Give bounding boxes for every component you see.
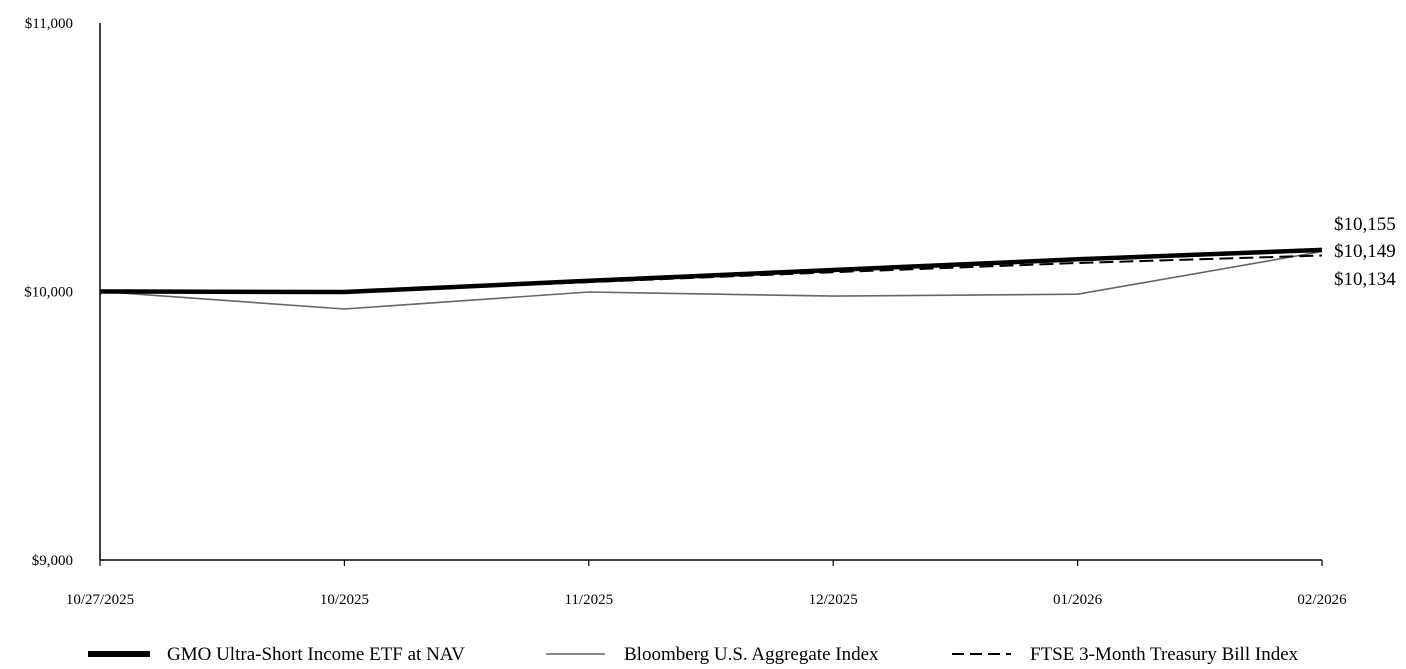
x-tick-label: 02/2026 (1297, 592, 1347, 608)
end-value-label: $10,155 (1334, 214, 1396, 235)
legend-label: GMO Ultra-Short Income ETF at NAV (167, 644, 465, 665)
x-tick-label: 11/2025 (564, 592, 613, 608)
x-tick-label: 10/2025 (320, 592, 369, 608)
series-lines (99, 247, 1323, 310)
end-value-labels: $10,155 $10,149 $10,134 (1334, 214, 1396, 290)
x-tick-label: 01/2026 (1053, 592, 1103, 608)
end-value-label: $10,149 (1334, 241, 1396, 262)
y-axis-tick-labels: $11,000 $10,000 $9,000 (24, 16, 73, 569)
x-tick-label: 10/27/2025 (66, 592, 134, 608)
chart-legend: GMO Ultra-Short Income ETF at NAV Bloombe… (88, 644, 1299, 665)
y-tick-label: $11,000 (25, 16, 73, 32)
y-tick-label: $10,000 (24, 285, 73, 301)
x-axis-tick-labels: 10/27/2025 10/2025 11/2025 12/2025 01/2026 02… (66, 592, 1347, 608)
series-line-1 (99, 247, 1323, 295)
legend-label: FTSE 3-Month Treasury Bill Index (1030, 644, 1299, 665)
x-tick-label: 12/2025 (809, 592, 858, 608)
legend-label: Bloomberg U.S. Aggregate Index (624, 644, 879, 665)
y-tick-label: $9,000 (32, 553, 73, 569)
end-value-label: $10,134 (1334, 269, 1396, 290)
series-line-2 (99, 250, 1323, 310)
